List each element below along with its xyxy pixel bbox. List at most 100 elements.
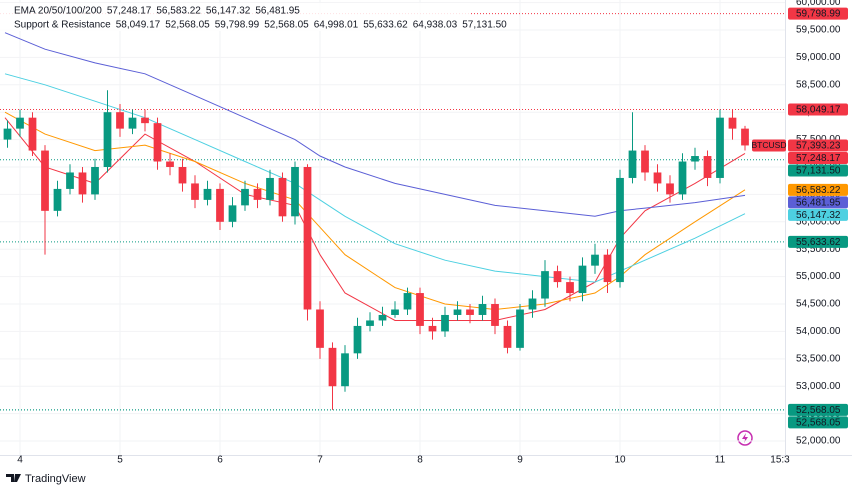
price-badge-label: 59,798.99 [796, 9, 841, 20]
candle-body [116, 112, 124, 129]
candle-body [303, 166, 312, 310]
legend-value: 64,938.03 [413, 20, 458, 31]
candle-body [128, 117, 137, 129]
candle-body [341, 353, 349, 387]
candle-body [278, 177, 287, 217]
candle-body [178, 166, 187, 184]
y-tick-label: 60,000.00 [796, 0, 841, 8]
candle-body [503, 325, 512, 348]
candle-body [391, 309, 399, 315]
candle-body [41, 150, 49, 211]
candle-body [641, 150, 649, 173]
candle-body [703, 156, 712, 178]
ema-line [4, 117, 746, 321]
candle-body [416, 293, 424, 326]
x-tick-label: 5 [117, 455, 123, 466]
price-badge [788, 151, 848, 164]
candle-body [716, 117, 724, 178]
x-tick-label: 6 [217, 455, 223, 466]
candle-body [253, 188, 262, 200]
candle-body [328, 347, 337, 387]
price-badge [788, 139, 848, 152]
price-badge-label: 57,393.23 [796, 141, 841, 152]
candle-body [216, 188, 224, 222]
candle-body [191, 183, 199, 200]
legend-value: 57,248.17 [107, 6, 152, 17]
candle-body [78, 172, 87, 195]
y-tick-label: 58,500.00 [796, 79, 841, 90]
price-badge-label: 52,568.05 [796, 418, 841, 429]
legend-value: 56,583.22 [156, 6, 201, 17]
price-badge [788, 235, 848, 248]
candle-body [28, 117, 37, 151]
y-tick-label: 56,000.00 [796, 216, 841, 227]
candle-body [153, 123, 162, 162]
candle-body [541, 271, 549, 299]
candle-body [553, 271, 562, 283]
ema-line [4, 32, 746, 217]
price-badge-label: 58,049.17 [796, 105, 841, 116]
y-tick-label: 55,000.00 [796, 271, 841, 282]
candle-body [678, 161, 687, 195]
price-badge-label: 55,633.62 [796, 237, 841, 248]
y-tick-label: 53,000.00 [796, 381, 841, 392]
legend-name: Support & Resistance [14, 20, 111, 31]
candle-body [16, 117, 24, 129]
price-badge-label: 52,568.05 [796, 405, 841, 416]
x-tick-label: 15:3 [770, 455, 790, 466]
candle-body [528, 298, 537, 310]
legend-value: 52,568.05 [165, 20, 210, 31]
price-badge-label: 56,147.32 [796, 210, 841, 221]
legend-value: 56,481.95 [255, 6, 300, 17]
candle-body [241, 188, 249, 206]
x-tick-label: 9 [517, 455, 523, 466]
candle-body [441, 314, 449, 332]
candle-body [66, 172, 74, 189]
legend-value: 52,568.05 [264, 20, 309, 31]
price-badge [788, 183, 848, 196]
candle-body [228, 205, 237, 222]
price-badge-label: 56,481.95 [796, 197, 841, 208]
y-tick-label: 55,500.00 [796, 244, 841, 255]
price-badge [788, 208, 848, 221]
replay-icon [737, 430, 753, 446]
price-badge [788, 196, 848, 209]
candle-body [591, 254, 599, 266]
candle-body [653, 172, 662, 184]
legend-value: 59,798.99 [215, 20, 260, 31]
candle-body [291, 166, 299, 217]
candle-body [203, 188, 212, 200]
candle-body [403, 293, 412, 310]
candle-body [491, 304, 499, 326]
x-tick-label: 8 [417, 455, 423, 466]
candle-body [478, 304, 487, 315]
candle-body [428, 325, 437, 332]
y-tick-label: 59,500.00 [796, 25, 841, 36]
candle-body [628, 150, 637, 178]
candle-body [266, 177, 274, 200]
candle-body [91, 166, 99, 195]
candle-body [316, 309, 324, 348]
price-badge-label: 57,131.50 [796, 166, 841, 177]
y-tick-label: 54,000.00 [796, 326, 841, 337]
candle-body [516, 309, 524, 348]
legend-name: EMA 20/50/100/200 [14, 6, 102, 17]
candle-body [691, 156, 699, 162]
y-tick-label: 59,000.00 [796, 52, 841, 63]
x-tick-label: 10 [614, 455, 626, 466]
candle-body [141, 117, 149, 124]
candle-body [103, 112, 112, 167]
candle-body [578, 265, 587, 294]
tradingview-logo [6, 474, 21, 482]
legend-value: 56,147.32 [206, 6, 251, 17]
price-badge [788, 103, 848, 116]
x-tick-label: 11 [715, 455, 726, 466]
x-tick-label: 4 [17, 455, 23, 466]
price-badge [788, 7, 848, 20]
legend-value: 57,131.50 [462, 20, 507, 31]
y-tick-label: 54,500.00 [796, 299, 841, 310]
candle-body [53, 188, 62, 211]
candle-body [453, 309, 462, 315]
